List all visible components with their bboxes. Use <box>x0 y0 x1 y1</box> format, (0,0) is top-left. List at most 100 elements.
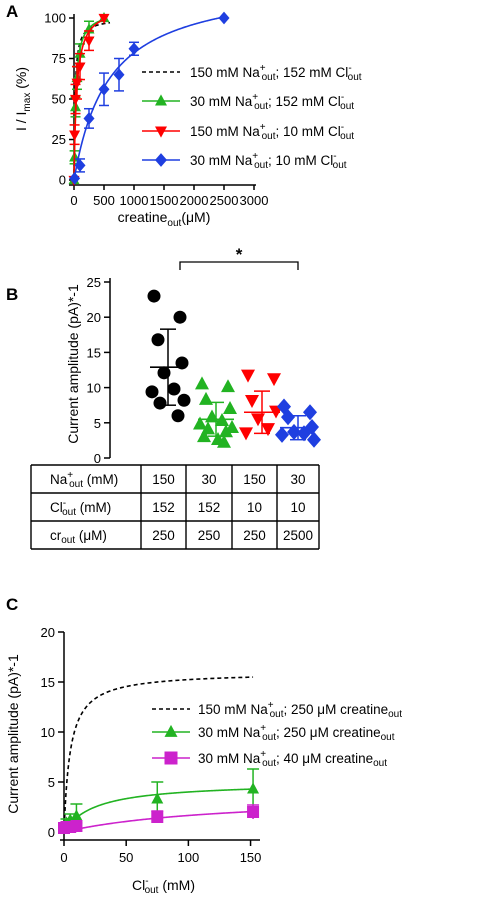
table-label-tail: (μM) <box>75 528 107 543</box>
legend-sup: + <box>260 749 266 760</box>
legend-a: 150 mM Na+out​; 152 mM Cl-out​30 mM Na+o… <box>142 63 362 171</box>
data-point <box>83 112 95 125</box>
table-row-label: Cl-out (mM) <box>50 498 111 518</box>
legend-sub: out <box>262 72 276 83</box>
legend-text-part: 30 mM Na <box>190 153 253 168</box>
legend-entry: 150 mM Na+out​; 10 mM Cl-out​ <box>190 122 354 142</box>
y-tick-label: 0 <box>59 173 66 188</box>
legend-text-part: 30 mM Na <box>198 751 261 766</box>
legend-text-part: ; 250 μM creatine <box>284 702 389 717</box>
data-point <box>153 396 167 410</box>
data-point <box>128 42 140 56</box>
x-axis-label-main: creatine <box>118 209 168 225</box>
x-tick-label: 0 <box>70 193 77 208</box>
x-axis-label-tail: (μM) <box>181 209 210 225</box>
legend-sub: out <box>340 131 354 142</box>
table-label-main: Na <box>50 472 68 487</box>
y-tick-label: 25 <box>87 275 101 290</box>
data-point <box>247 806 260 818</box>
table-cell: 250 <box>152 528 175 543</box>
data-point <box>251 413 265 427</box>
panel-label-c: C <box>6 595 18 614</box>
y-tick-label: 20 <box>41 625 55 640</box>
y-tick-label: 5 <box>94 416 101 431</box>
y-axis-label: Current amplitude (pA)*-1 <box>65 284 81 444</box>
legend-text-part: 150 mM Na <box>190 124 260 139</box>
legend-entry: 150 mM Na+out​; 152 mM Cl-out​ <box>190 63 362 83</box>
data-point <box>221 379 235 393</box>
legend-sup: - <box>333 151 336 162</box>
data-point <box>307 431 321 448</box>
table-cell: 250 <box>243 528 266 543</box>
x-tick-label: 50 <box>119 850 133 865</box>
data-point <box>171 409 185 423</box>
panel-label-a: A <box>6 2 18 21</box>
data-point <box>147 289 161 303</box>
legend-sup: - <box>348 63 351 74</box>
legend-sup: + <box>260 122 266 133</box>
legend-text-part: 150 mM Na <box>190 65 260 80</box>
data-point <box>305 418 319 436</box>
data-point <box>74 62 86 73</box>
x-axis-label: creatineout(μM) <box>118 209 211 229</box>
y-tick-label: 10 <box>41 725 55 740</box>
table-label-tail: (mM) <box>83 472 118 487</box>
data-point <box>197 429 211 443</box>
data-point <box>215 412 229 426</box>
data-point <box>267 373 281 387</box>
legend-entry: 30 mM Na+out​; 250 μM creatineout​ <box>198 723 395 743</box>
x-axis-label-tail: (mM) <box>158 877 195 893</box>
data-point <box>69 172 81 185</box>
data-point <box>74 47 86 58</box>
panel-b: B 0 5 10 15 20 25 Current amplitude (pA)*-1 * Na+… <box>6 245 321 550</box>
y-axis-label: Current amplitude (pA)*-1 <box>5 654 21 814</box>
x-tick-label: 2500 <box>210 193 239 208</box>
y-tick-label: 5 <box>48 775 55 790</box>
legend-entry: 30 mM Na+out​; 10 mM Cl-out​ <box>190 151 347 171</box>
legend-sub: out <box>262 131 276 142</box>
table-cell: 150 <box>243 472 266 487</box>
y-tick-label: 10 <box>87 381 101 396</box>
table-cell: 30 <box>201 472 216 487</box>
y-axis-label-sub: max <box>22 93 33 112</box>
x-tick-label: 0 <box>60 850 67 865</box>
group-3 <box>275 398 321 448</box>
table-label-sub: out <box>61 535 75 546</box>
legend-c: 150 mM Na+out​; 250 μM creatineout​ 30 mM… <box>152 700 402 769</box>
significance-bracket <box>179 261 299 270</box>
data-point <box>218 11 230 25</box>
y-tick-label: 0 <box>94 451 101 466</box>
y-tick-label: 50 <box>52 92 66 107</box>
data-point <box>205 409 219 423</box>
data-point <box>223 401 237 414</box>
data-point <box>287 423 301 441</box>
data-point <box>145 385 159 399</box>
legend-entry: 30 mM Na+out​; 152 mM Cl-out​ <box>190 92 354 112</box>
x-tick-label: 2000 <box>180 193 209 208</box>
panel-label-b: B <box>6 285 18 304</box>
data-point <box>275 426 289 443</box>
table-cell: 2500 <box>283 528 313 543</box>
y-tick-label: 15 <box>87 345 101 360</box>
table-label-sub: out <box>69 479 83 490</box>
data-point <box>281 409 295 426</box>
legend-text-part: 30 mM Na <box>198 725 261 740</box>
legend-sup: + <box>260 723 266 734</box>
fit-curve <box>63 788 254 833</box>
y-axis-label-main: I / I <box>13 112 29 131</box>
data-point <box>219 424 233 438</box>
x-tick-label: 1500 <box>150 193 179 208</box>
data-point <box>245 395 259 408</box>
x-axis-label-sub: out <box>145 885 159 896</box>
table-label-tail: (mM) <box>76 500 111 515</box>
y-tick-label: 20 <box>87 310 101 325</box>
data-point <box>74 159 86 172</box>
y-tick-label: 25 <box>52 132 66 147</box>
data-point <box>177 393 191 407</box>
data-point <box>70 94 81 106</box>
data-point <box>113 68 125 82</box>
legend-marker <box>155 94 167 106</box>
table-label-sub: out <box>62 507 76 518</box>
